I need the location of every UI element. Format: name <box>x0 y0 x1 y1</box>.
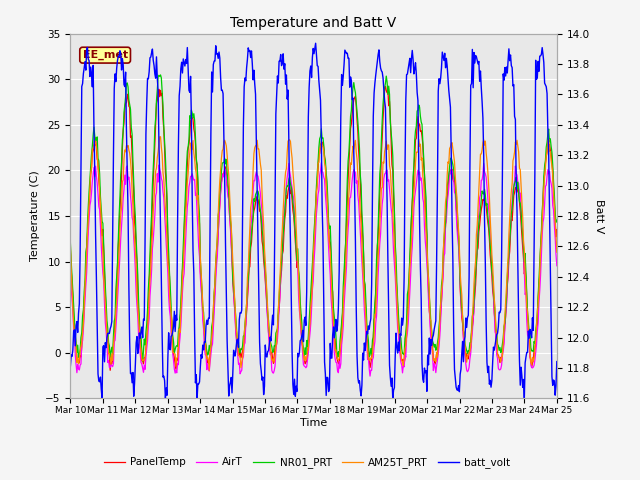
batt_volt <box>553 359 561 364</box>
AirT <box>317 160 325 166</box>
batt_volt <box>193 372 200 378</box>
NR01_PRT <box>157 72 164 78</box>
batt_volt <box>312 40 319 46</box>
Y-axis label: Batt V: Batt V <box>594 199 604 233</box>
PanelTemp <box>67 248 74 253</box>
AM25T_PRT <box>152 165 160 171</box>
NR01_PRT <box>553 217 561 223</box>
Title: Temperature and Batt V: Temperature and Batt V <box>230 16 397 30</box>
Line: batt_volt: batt_volt <box>70 43 557 398</box>
Line: PanelTemp: PanelTemp <box>70 86 557 370</box>
NR01_PRT <box>393 280 401 286</box>
batt_volt <box>98 396 106 401</box>
AM25T_PRT <box>553 249 561 255</box>
AirT <box>553 263 561 269</box>
NR01_PRT <box>67 240 74 246</box>
AirT <box>366 373 374 379</box>
AirT <box>393 309 401 314</box>
PanelTemp <box>553 227 561 232</box>
X-axis label: Time: Time <box>300 418 327 428</box>
NR01_PRT <box>139 359 147 364</box>
AirT <box>67 265 74 271</box>
PanelTemp <box>106 367 114 373</box>
Legend: PanelTemp, AirT, NR01_PRT, AM25T_PRT, batt_volt: PanelTemp, AirT, NR01_PRT, AM25T_PRT, ba… <box>100 453 515 472</box>
PanelTemp <box>154 97 161 103</box>
PanelTemp <box>193 158 200 164</box>
batt_volt <box>435 88 442 94</box>
AirT <box>354 193 362 199</box>
Line: AirT: AirT <box>70 163 557 376</box>
batt_volt <box>355 380 362 386</box>
PanelTemp <box>435 340 442 346</box>
Y-axis label: Temperature (C): Temperature (C) <box>29 170 40 262</box>
NR01_PRT <box>288 190 296 195</box>
AM25T_PRT <box>193 170 200 176</box>
AM25T_PRT <box>288 155 296 161</box>
batt_volt <box>67 363 74 369</box>
AM25T_PRT <box>67 243 74 249</box>
batt_volt <box>393 344 401 350</box>
AirT <box>287 173 294 179</box>
PanelTemp <box>354 129 362 135</box>
Text: EE_met: EE_met <box>83 50 128 60</box>
AirT <box>435 350 442 356</box>
AM25T_PRT <box>205 368 213 373</box>
AM25T_PRT <box>435 341 442 347</box>
AirT <box>152 190 160 195</box>
AM25T_PRT <box>156 134 164 140</box>
Line: NR01_PRT: NR01_PRT <box>70 75 557 361</box>
NR01_PRT <box>435 335 442 340</box>
PanelTemp <box>287 187 295 193</box>
batt_volt <box>287 292 295 298</box>
NR01_PRT <box>355 131 362 137</box>
PanelTemp <box>393 288 401 293</box>
PanelTemp <box>381 84 389 89</box>
AirT <box>191 192 199 198</box>
AM25T_PRT <box>393 291 401 297</box>
Line: AM25T_PRT: AM25T_PRT <box>70 137 557 371</box>
batt_volt <box>154 75 161 81</box>
AM25T_PRT <box>355 182 362 188</box>
NR01_PRT <box>193 162 201 168</box>
NR01_PRT <box>154 87 161 93</box>
